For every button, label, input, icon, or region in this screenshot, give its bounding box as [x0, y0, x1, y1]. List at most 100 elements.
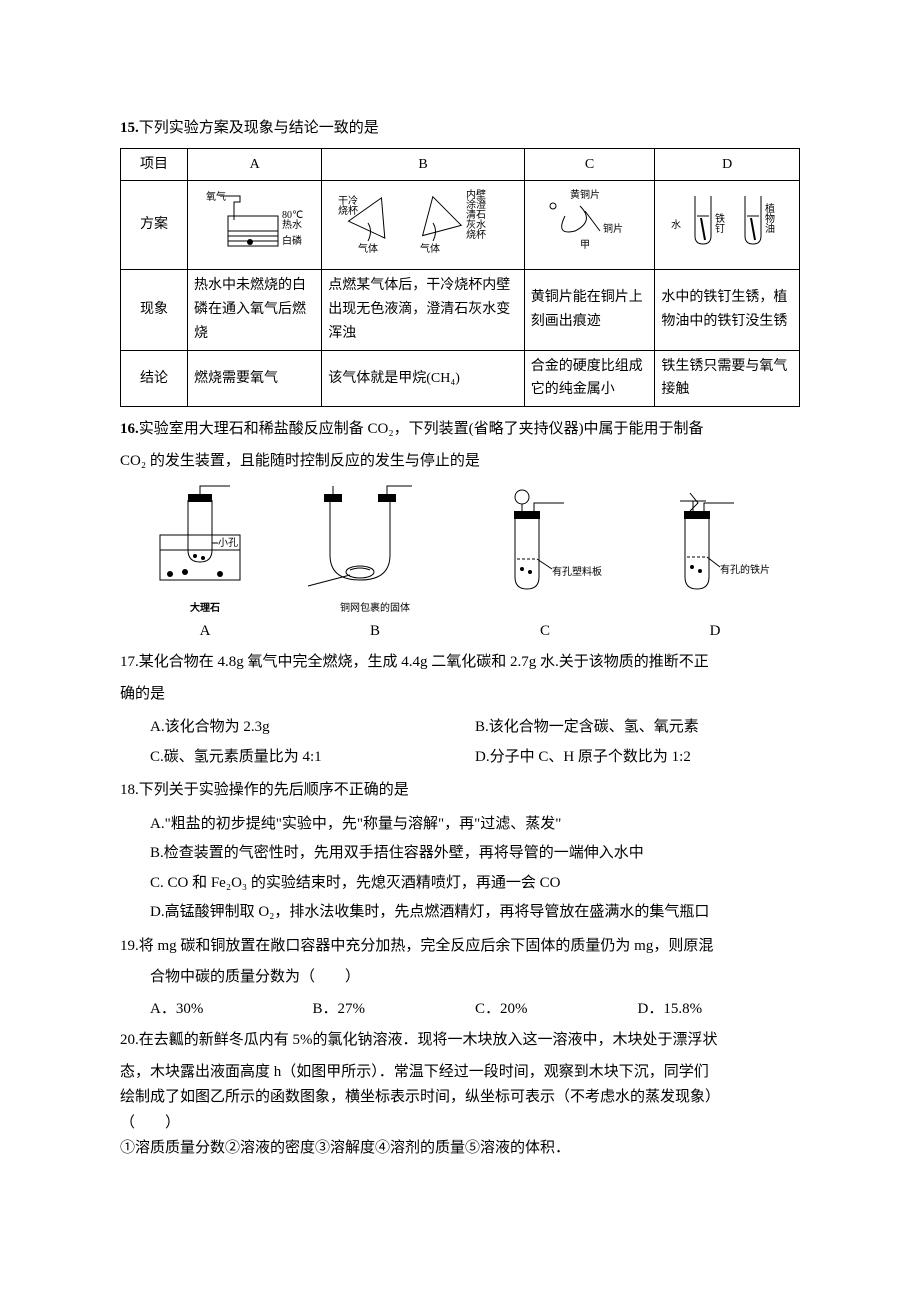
label-brass: 黄铜片: [570, 188, 600, 201]
brass-copper-icon: 黄铜片 铜片 甲: [535, 186, 645, 256]
q16-line2: CO₂ 的发生装置，且能随时控制反应的发生与停止的是: [120, 449, 800, 475]
opt-D: D.高锰酸钾制取 O₂，排水法收集时，先点燃酒精灯，再将导管放在盛满水的集气瓶口: [150, 898, 800, 928]
q20-l4: （ ）: [120, 1111, 800, 1137]
page: 15.下列实验方案及现象与结论一致的是 项目 A B C D 方案 氧气 80℃: [0, 0, 920, 1222]
q16-item-B: 铜网包裹的固体 B: [290, 480, 460, 644]
svg-text:烧杯: 烧杯: [466, 228, 486, 241]
label-copper: 铜片: [603, 222, 623, 235]
cell-phen-C: 黄铜片能在铜片上刻画出痕迹: [524, 270, 655, 350]
apparatus-C-icon: 有孔塑料板: [470, 487, 620, 607]
q19-line2: 合物中碳的质量分数为（ ）: [150, 965, 800, 991]
opt-B: B.该化合物一定含碳、氢、氧元素: [475, 713, 800, 743]
tubes-nails-icon: 水 铁 钉 植 物 油: [667, 186, 787, 256]
table-row: 项目 A B C D: [121, 148, 800, 181]
cell-row-label: 结论: [121, 350, 188, 407]
caption-A: A: [120, 619, 290, 645]
diagram-D: 水 铁 钉 植 物 油: [655, 181, 800, 270]
opt-A: A．30%: [150, 997, 313, 1023]
opt-D: D．15.8%: [638, 997, 801, 1023]
q20-stem: 20.在去瓤的新鲜冬瓜内有 5%的氯化钠溶液．现将一木块放入这一溶液中，木块处于…: [120, 1028, 800, 1054]
cell-phen-B: 点燃某气体后，干冷烧杯内壁出现无色液滴，澄清石灰水变浑浊: [322, 270, 525, 350]
cell-conc-D: 铁生锈只需要与氧气接触: [655, 350, 800, 407]
opt-C: C. CO 和 Fe₂O₃ 的实验结束时，先熄灭酒精喷灯，再通一会 CO: [150, 869, 800, 899]
caption-D: D: [630, 619, 800, 645]
label-wrapped: 铜网包裹的固体: [290, 600, 460, 617]
q19-options: A．30% B．27% C．20% D．15.8%: [150, 997, 800, 1023]
label-oxygen: 氧气: [206, 190, 226, 203]
cell-phen-D: 水中的铁钉生锈，植物油中的铁钉没生锈: [655, 270, 800, 350]
table-row: 现象 热水中未燃烧的白磷在通入氧气后燃烧 点燃某气体后，干冷烧杯内壁出现无色液滴…: [121, 270, 800, 350]
q16-diagrams: 小孔 大理石 A 铜网包裹的固体 B: [120, 480, 800, 644]
q17-num: 17.: [120, 654, 139, 670]
caption-B: B: [290, 619, 460, 645]
table-row: 结论 燃烧需要氧气 该气体就是甲烷(CH₄) 合金的硬度比组成它的纯金属小 铁生…: [121, 350, 800, 407]
q16-line1: 实验室用大理石和稀盐酸反应制备 CO₂，下列装置(省略了夹持仪器)中属于能用于制…: [139, 421, 704, 437]
cell-conc-B: 该气体就是甲烷(CH₄): [322, 350, 525, 407]
q16-item-C: 有孔塑料板 C: [460, 487, 630, 644]
cell-row-label: 现象: [121, 270, 188, 350]
q18-options: A."粗盐的初步提纯"实验中，先"称量与溶解"，再"过滤、蒸发" B.检查装置的…: [150, 810, 800, 928]
label-hole: 小孔: [218, 537, 238, 549]
cell-phen-A: 热水中未燃烧的白磷在通入氧气后燃烧: [188, 270, 322, 350]
cell-col-C: C: [524, 148, 655, 181]
opt-B: B.检查装置的气密性时，先用双手捂住容器外壁，再将导管的一端伸入水中: [150, 839, 800, 869]
q17-line2: 确的是: [120, 682, 800, 708]
q20-num: 20.: [120, 1032, 139, 1048]
q18-stem: 18.下列关于实验操作的先后顺序不正确的是: [120, 778, 800, 804]
q20-l1: 在去瓤的新鲜冬瓜内有 5%的氯化钠溶液．现将一木块放入这一溶液中，木块处于漂浮状: [139, 1032, 718, 1048]
q16-item-D: 有孔的铁片 D: [630, 487, 800, 644]
svg-text:钉: 钉: [715, 223, 725, 235]
apparatus-D-icon: 有孔的铁片: [640, 487, 790, 607]
label-hotwater: 热水: [282, 218, 302, 231]
q17-options: A.该化合物为 2.3g B.该化合物一定含碳、氢、氧元素 C.碳、氢元素质量比…: [150, 713, 800, 772]
cell-col-B: B: [322, 148, 525, 181]
opt-D: D.分子中 C、H 原子个数比为 1:2: [475, 743, 800, 773]
diagram-B: 干冷 烧杯 内壁 涂澄 清石 灰水 烧杯 气体 气体: [322, 181, 525, 270]
svg-text:烧杯: 烧杯: [338, 204, 358, 217]
diagram-A: 氧气 80℃ 热水 白磷: [188, 181, 322, 270]
opt-C: C.碳、氢元素质量比为 4:1: [150, 743, 475, 773]
q20-l3: 绘制成了如图乙所示的函数图象，横坐标表示时间，纵坐标可表示（不考虑水的蒸发现象）: [120, 1085, 800, 1111]
q19-line1: 将 mg 碳和铜放置在敞口容器中充分加热，完全反应后余下固体的质量仍为 mg，则…: [139, 938, 714, 954]
q18-num: 18.: [120, 782, 139, 798]
opt-A: A.该化合物为 2.3g: [150, 713, 475, 743]
opt-A: A."粗盐的初步提纯"实验中，先"称量与溶解"，再"过滤、蒸发": [150, 810, 800, 840]
q15-text: 下列实验方案及现象与结论一致的是: [139, 120, 379, 136]
q17-line1: 某化合物在 4.8g 氧气中完全燃烧，生成 4.4g 二氧化碳和 2.7g 水.…: [139, 654, 709, 670]
q17-stem: 17.某化合物在 4.8g 氧气中完全燃烧，生成 4.4g 二氧化碳和 2.7g…: [120, 650, 800, 676]
q19-stem: 19.将 mg 碳和铜放置在敞口容器中充分加热，完全反应后余下固体的质量仍为 m…: [120, 934, 800, 960]
svg-text:油: 油: [765, 222, 775, 235]
label-jia: 甲: [580, 240, 590, 251]
label-gas2: 气体: [420, 242, 440, 255]
q20-l2: 态，木块露出液面高度 h（如图甲所示）．常温下经过一段时间，观察到木块下沉，同学…: [120, 1060, 800, 1086]
q15-stem: 15.下列实验方案及现象与结论一致的是: [120, 116, 800, 142]
diagram-C: 黄铜片 铜片 甲: [524, 181, 655, 270]
q18-text: 下列关于实验操作的先后顺序不正确的是: [139, 782, 409, 798]
label-gas1: 气体: [358, 242, 378, 255]
opt-B: B．27%: [313, 997, 476, 1023]
q16-item-A: 小孔 大理石 A: [120, 480, 290, 644]
caption-C: C: [460, 619, 630, 645]
opt-C: C．20%: [475, 997, 638, 1023]
q16-num: 16.: [120, 421, 139, 437]
label-marble: 大理石: [120, 600, 290, 617]
label-plate-C: 有孔塑料板: [552, 565, 602, 578]
q16-stem: 16.实验室用大理石和稀盐酸反应制备 CO₂，下列装置(省略了夹持仪器)中属于能…: [120, 417, 800, 443]
cups-gas-icon: 干冷 烧杯 内壁 涂澄 清石 灰水 烧杯 气体 气体: [338, 186, 508, 256]
q15-table: 项目 A B C D 方案 氧气 80℃ 热水 白磷: [120, 148, 800, 408]
q15-num: 15.: [120, 120, 139, 136]
cell-col-D: D: [655, 148, 800, 181]
q20-l5: ①溶质质量分数②溶液的密度③溶解度④溶剂的质量⑤溶液的体积．: [120, 1136, 800, 1162]
label-water: 水: [671, 219, 681, 231]
apparatus-A-icon: 小孔: [140, 480, 270, 590]
table-row: 方案 氧气 80℃ 热水 白磷: [121, 181, 800, 270]
cell-row-label: 项目: [121, 148, 188, 181]
cell-conc-C: 合金的硬度比组成它的纯金属小: [524, 350, 655, 407]
q19-num: 19.: [120, 938, 139, 954]
cell-conc-A: 燃烧需要氧气: [188, 350, 322, 407]
cell-row-label: 方案: [121, 181, 188, 270]
label-phos: 白磷: [282, 234, 302, 247]
label-plate-D: 有孔的铁片: [720, 563, 770, 576]
apparatus-B-icon: [290, 480, 460, 590]
cell-col-A: A: [188, 148, 322, 181]
